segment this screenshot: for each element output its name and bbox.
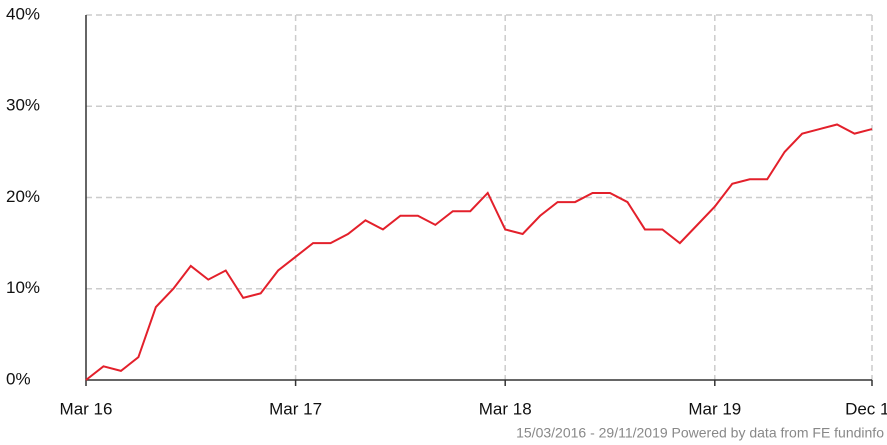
x-tick-label: Mar 16	[60, 399, 113, 418]
x-tick-label: Mar 19	[688, 399, 741, 418]
y-tick-label: 10%	[6, 278, 40, 297]
x-tick-label: Dec 19	[845, 399, 887, 418]
y-tick-label: 0%	[6, 369, 31, 388]
x-tick-label: Mar 17	[269, 399, 322, 418]
y-tick-label: 20%	[6, 187, 40, 206]
y-tick-label: 40%	[6, 4, 40, 23]
x-tick-label: Mar 18	[479, 399, 532, 418]
y-tick-label: 30%	[6, 96, 40, 115]
line-series	[85, 123, 873, 381]
source-note: 15/03/2016 - 29/11/2019 Powered by data …	[516, 425, 884, 441]
